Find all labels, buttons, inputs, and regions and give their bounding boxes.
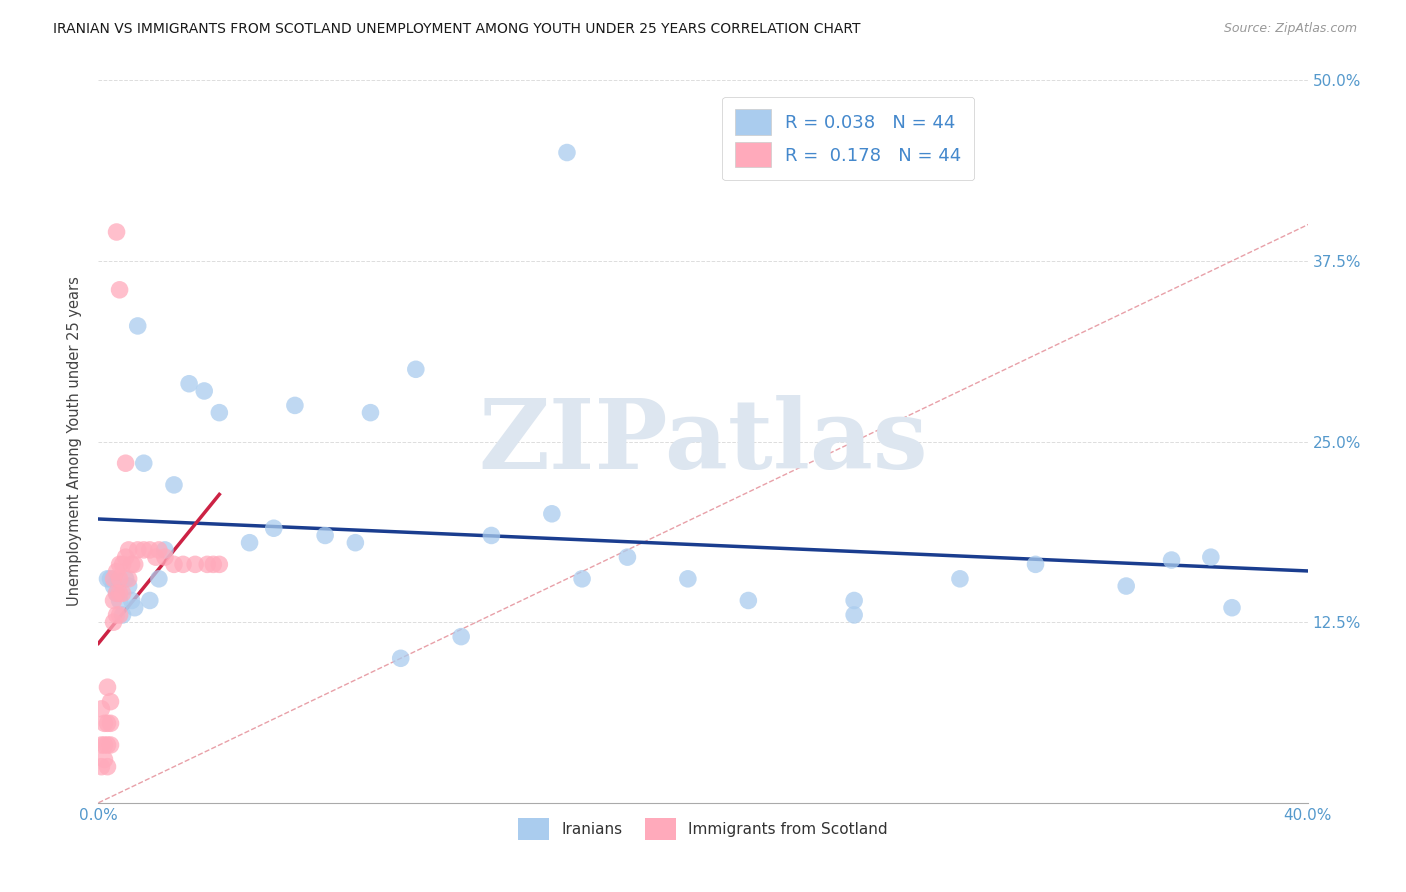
Point xyxy=(555,145,578,160)
Point xyxy=(1160,553,1182,567)
Point xyxy=(108,586,131,600)
Point xyxy=(121,593,143,607)
Point xyxy=(360,406,382,420)
Point xyxy=(139,542,162,557)
Point xyxy=(105,586,128,600)
Point xyxy=(103,572,125,586)
Point xyxy=(616,550,638,565)
Point xyxy=(195,558,218,572)
Point xyxy=(208,558,231,572)
Point xyxy=(737,593,759,607)
Point xyxy=(114,550,136,565)
Point xyxy=(676,572,699,586)
Point xyxy=(127,318,149,333)
Point xyxy=(571,572,593,586)
Point xyxy=(103,579,125,593)
Point xyxy=(314,528,336,542)
Point xyxy=(344,535,367,549)
Point xyxy=(153,550,176,565)
Point xyxy=(90,702,112,716)
Point xyxy=(114,456,136,470)
Point xyxy=(100,738,122,752)
Point xyxy=(193,384,215,398)
Point xyxy=(389,651,412,665)
Point xyxy=(148,572,170,586)
Point xyxy=(108,558,131,572)
Text: ZIPatlas: ZIPatlas xyxy=(478,394,928,489)
Point xyxy=(284,398,307,412)
Point xyxy=(96,680,118,694)
Point xyxy=(1115,579,1137,593)
Point xyxy=(93,738,115,752)
Point xyxy=(844,593,866,607)
Point xyxy=(111,586,134,600)
Point xyxy=(124,600,146,615)
Point xyxy=(239,535,262,549)
Point xyxy=(108,572,131,586)
Point xyxy=(100,695,122,709)
Point xyxy=(108,283,131,297)
Point xyxy=(153,542,176,557)
Point xyxy=(108,607,131,622)
Point xyxy=(844,607,866,622)
Point xyxy=(96,716,118,731)
Point xyxy=(163,478,186,492)
Point xyxy=(405,362,427,376)
Point xyxy=(118,572,141,586)
Point xyxy=(481,528,503,542)
Point xyxy=(105,225,128,239)
Point xyxy=(100,572,122,586)
Point xyxy=(96,760,118,774)
Point xyxy=(114,572,136,586)
Point xyxy=(121,558,143,572)
Point xyxy=(145,550,167,565)
Y-axis label: Unemployment Among Youth under 25 years: Unemployment Among Youth under 25 years xyxy=(67,277,83,607)
Point xyxy=(148,542,170,557)
Point xyxy=(105,607,128,622)
Point xyxy=(139,593,162,607)
Point xyxy=(1220,600,1243,615)
Point xyxy=(124,558,146,572)
Point xyxy=(184,558,207,572)
Point xyxy=(93,752,115,766)
Point xyxy=(263,521,285,535)
Point xyxy=(118,579,141,593)
Text: Source: ZipAtlas.com: Source: ZipAtlas.com xyxy=(1223,22,1357,36)
Point xyxy=(103,615,125,630)
Point xyxy=(172,558,194,572)
Point xyxy=(1024,558,1046,572)
Point xyxy=(540,507,562,521)
Point xyxy=(96,572,118,586)
Point xyxy=(132,456,155,470)
Point xyxy=(90,760,112,774)
Point xyxy=(1199,550,1222,565)
Point xyxy=(118,542,141,557)
Point xyxy=(132,542,155,557)
Point xyxy=(103,593,125,607)
Point xyxy=(90,738,112,752)
Point xyxy=(100,716,122,731)
Point xyxy=(111,607,134,622)
Point xyxy=(108,593,131,607)
Point xyxy=(96,738,118,752)
Point xyxy=(202,558,225,572)
Point xyxy=(208,406,231,420)
Point xyxy=(105,586,128,600)
Point xyxy=(105,565,128,579)
Point xyxy=(450,630,472,644)
Point xyxy=(179,376,201,391)
Point xyxy=(163,558,186,572)
Legend: Iranians, Immigrants from Scotland: Iranians, Immigrants from Scotland xyxy=(512,812,894,846)
Point xyxy=(127,542,149,557)
Point xyxy=(949,572,972,586)
Point xyxy=(93,716,115,731)
Point xyxy=(111,558,134,572)
Text: IRANIAN VS IMMIGRANTS FROM SCOTLAND UNEMPLOYMENT AMONG YOUTH UNDER 25 YEARS CORR: IRANIAN VS IMMIGRANTS FROM SCOTLAND UNEM… xyxy=(53,22,860,37)
